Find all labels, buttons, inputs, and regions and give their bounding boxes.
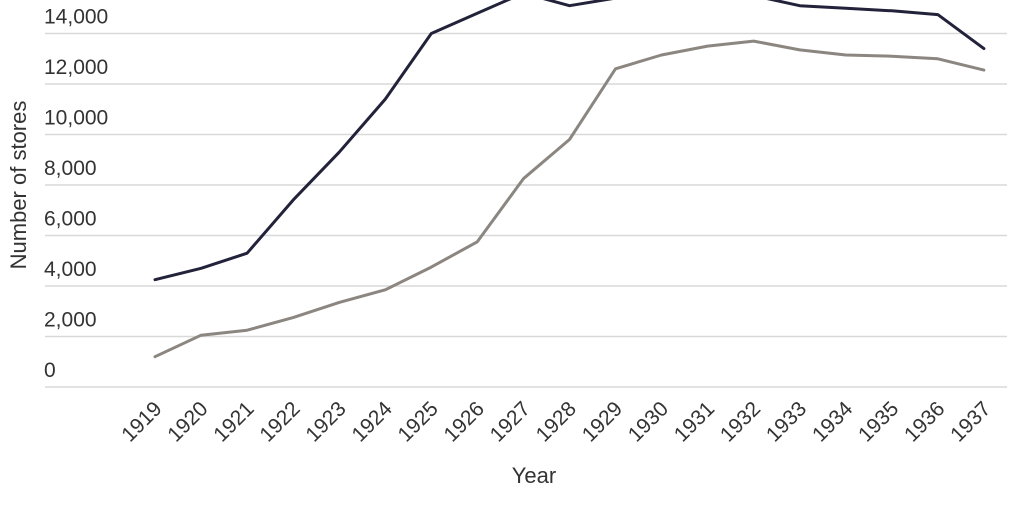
x-tick-label: 1922 (255, 397, 304, 446)
y-tick-label: 8,000 (44, 157, 97, 180)
x-tick-label: 1930 (624, 397, 673, 446)
y-axis-ticks: 0 2,000 4,000 6,000 8,000 10,000 12,000 14,000 (44, 6, 108, 383)
series-line-2 (153, 39, 986, 359)
x-tick-label: 1927 (486, 397, 535, 446)
x-tick-label: 1920 (163, 397, 212, 446)
y-tick-label: 12,000 (44, 56, 108, 79)
series-lines (153, 0, 986, 359)
x-tick-label: 1919 (117, 397, 166, 446)
series-line-1 (153, 0, 986, 282)
x-tick-label: 1926 (440, 397, 489, 446)
x-tick-label: 1933 (762, 397, 811, 446)
y-tick-label: 10,000 (44, 107, 108, 130)
x-tick-label: 1923 (301, 397, 350, 446)
x-tick-label: 1921 (209, 397, 258, 446)
x-tick-label: 1937 (946, 397, 995, 446)
x-axis-title: Year (512, 463, 556, 488)
x-tick-label: 1935 (854, 397, 903, 446)
x-tick-label: 1925 (394, 397, 443, 446)
y-tick-label: 0 (44, 359, 56, 382)
y-tick-label: 14,000 (44, 6, 108, 29)
x-tick-label: 1932 (716, 397, 765, 446)
x-tick-label: 1929 (578, 397, 627, 446)
y-axis-title: Number of stores (6, 101, 31, 270)
y-tick-label: 4,000 (44, 258, 97, 281)
gridlines (45, 32, 1007, 388)
x-tick-label: 1924 (347, 397, 397, 447)
y-tick-label: 2,000 (44, 309, 97, 332)
x-tick-label: 1936 (900, 397, 949, 446)
x-tick-label: 1934 (808, 397, 858, 447)
x-tick-label: 1931 (670, 397, 719, 446)
x-axis-ticks: 1919192019211922192319241925192619271928… (117, 397, 995, 447)
y-tick-label: 6,000 (44, 208, 97, 231)
x-tick-label: 1928 (532, 397, 581, 446)
